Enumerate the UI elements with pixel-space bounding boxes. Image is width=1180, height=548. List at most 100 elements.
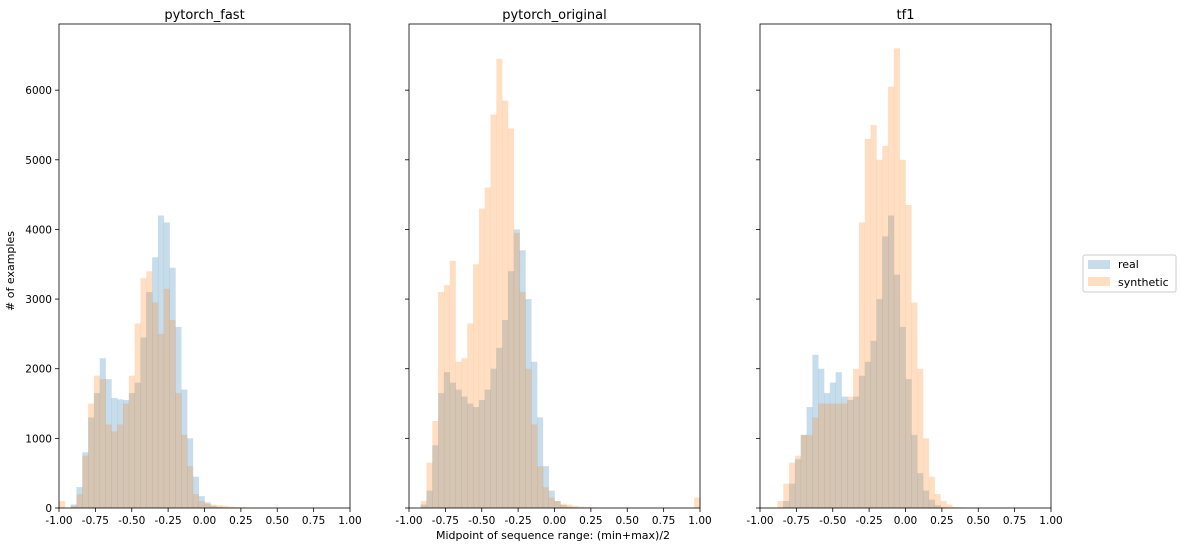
legend-label-synthetic: synthetic <box>1118 276 1169 289</box>
x-tick-label: 0.00 <box>894 515 917 527</box>
x-tick-label: -0.50 <box>118 515 145 527</box>
bar-real <box>888 215 895 508</box>
bar-synthetic <box>157 333 165 508</box>
bar-synthetic <box>835 403 842 508</box>
bar-real <box>163 222 170 508</box>
bar-synthetic <box>917 368 924 508</box>
bar-real <box>789 483 796 508</box>
x-tick-label: 0.25 <box>229 515 252 527</box>
bar-real <box>882 236 889 508</box>
x-tick-label: 0.75 <box>302 515 325 527</box>
bar-real <box>870 340 877 508</box>
bar-real <box>525 299 532 508</box>
bar-synthetic <box>70 505 77 508</box>
y-axis-label: # of examples <box>4 231 17 311</box>
bar-synthetic <box>911 302 918 508</box>
bar-synthetic <box>152 302 159 508</box>
bar-synthetic <box>800 434 807 508</box>
bar-real <box>548 490 555 508</box>
bar-synthetic <box>794 455 802 508</box>
bar-real <box>507 271 515 508</box>
bar-real <box>922 490 930 508</box>
bar-real <box>128 393 135 508</box>
panel-pytorch_original: pytorch_original -1.00 -0.75 -0.50 -0.25 0.00… <box>395 8 711 527</box>
bar-real <box>496 347 503 508</box>
bar-synthetic <box>940 501 947 508</box>
bar-real <box>841 396 848 508</box>
bar-synthetic <box>105 424 112 508</box>
bar-synthetic <box>876 159 883 509</box>
bar-real <box>157 215 165 508</box>
bar-synthetic <box>117 424 124 508</box>
bar-synthetic <box>888 86 895 509</box>
bar-real <box>934 505 941 508</box>
bar-real <box>192 476 199 508</box>
bar-synthetic <box>490 114 497 508</box>
x-tick-label: 0.25 <box>579 515 602 527</box>
bar-real <box>554 501 561 508</box>
x-tick-label: 0.50 <box>616 515 639 527</box>
bar-synthetic <box>893 48 900 509</box>
bar-real <box>783 501 790 508</box>
bar-real <box>812 354 819 508</box>
legend-swatch-real <box>1088 260 1110 269</box>
bar-real <box>893 274 900 508</box>
bar-real <box>911 434 918 508</box>
bar-synthetic <box>531 424 538 508</box>
x-tick-label: -1.00 <box>45 515 72 527</box>
y-tick-label: 6000 <box>25 85 52 97</box>
bar-synthetic <box>198 501 205 508</box>
bar-real <box>181 389 188 508</box>
bar-synthetic <box>146 271 153 508</box>
bar-synthetic <box>169 319 176 508</box>
bar-real <box>847 400 854 508</box>
bar-real <box>123 400 130 508</box>
bar-synthetic <box>221 505 229 508</box>
bar-synthetic <box>432 420 439 508</box>
bar-synthetic <box>847 396 854 508</box>
bar-synthetic <box>163 288 170 508</box>
x-tick-label: 0.75 <box>1003 515 1026 527</box>
y-tick-label: 4000 <box>25 224 52 236</box>
bar-synthetic <box>478 208 485 509</box>
x-tick-label: 0.75 <box>652 515 675 527</box>
bar-real <box>794 459 802 508</box>
bar-real <box>204 502 211 508</box>
bar-synthetic <box>216 505 223 508</box>
bar-real <box>806 407 813 508</box>
y-tick-label: 1000 <box>25 433 52 445</box>
bar-synthetic <box>484 187 491 508</box>
x-tick-label: 1.00 <box>688 515 711 527</box>
x-tick-label: -0.75 <box>82 515 109 527</box>
bar-real <box>426 490 433 508</box>
bar-real <box>490 368 497 508</box>
bar-real <box>455 389 462 508</box>
x-axis-label: Midpoint of sequence range: (min+max)/2 <box>436 529 670 542</box>
bar-real <box>420 504 427 508</box>
bar-real <box>829 382 836 508</box>
legend-frame <box>1082 254 1177 293</box>
x-tick-label: -0.75 <box>432 515 459 527</box>
bar-synthetic <box>187 466 194 508</box>
bar-synthetic <box>99 379 106 508</box>
bar-synthetic <box>455 361 462 508</box>
bar-synthetic <box>181 434 188 508</box>
bar-real <box>928 499 935 508</box>
x-tick-label: -1.00 <box>746 515 773 527</box>
bar-synthetic <box>952 506 959 508</box>
bar-real <box>502 319 509 508</box>
bar-synthetic <box>864 138 871 508</box>
bar-synthetic <box>420 501 427 508</box>
bar-synthetic <box>577 506 584 508</box>
bar-synthetic <box>426 462 433 508</box>
bar-synthetic <box>461 358 468 508</box>
bar-real <box>210 505 217 508</box>
series-real-bars <box>70 215 234 508</box>
bar-real <box>864 361 871 508</box>
bar-real <box>152 257 159 508</box>
bar-synthetic <box>694 497 701 508</box>
bar-synthetic <box>519 292 526 508</box>
bar-real <box>169 267 176 508</box>
bar-real <box>560 505 567 508</box>
bar-synthetic <box>82 455 89 508</box>
